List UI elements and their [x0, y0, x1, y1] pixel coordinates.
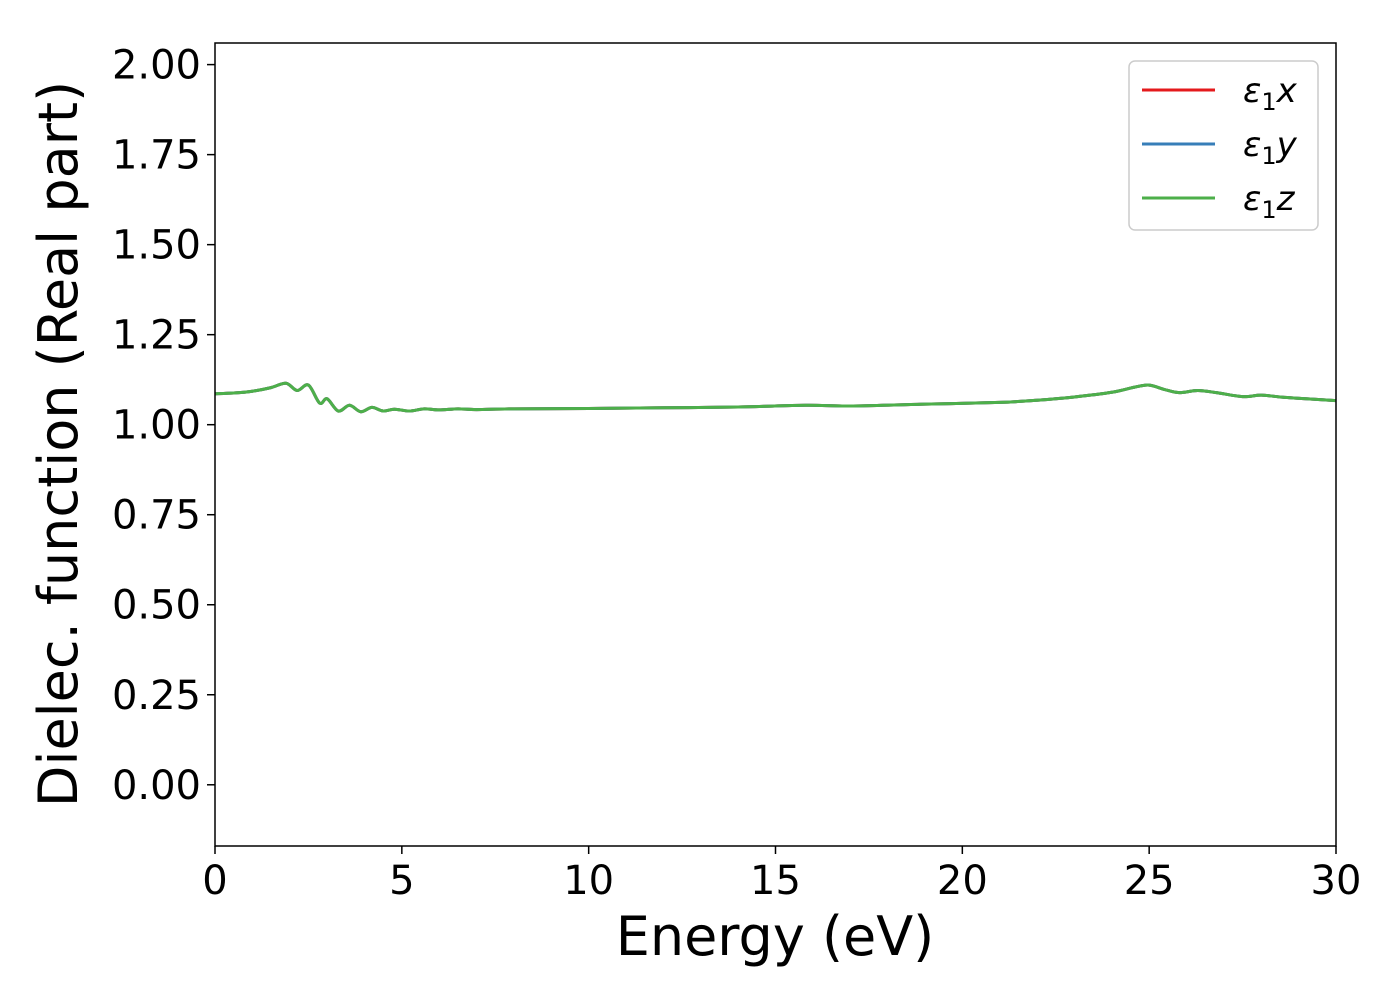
y-tick-label: 1.75 [112, 133, 201, 179]
legend-symbol: ε [1243, 125, 1261, 165]
x-tick-label: 30 [1311, 858, 1362, 904]
x-tick-label: 20 [937, 858, 988, 904]
legend-label-3: ε1z [1243, 179, 1296, 224]
legend-symbol: ε [1243, 179, 1261, 219]
y-tick-label: 1.25 [112, 313, 201, 359]
legend-symbol: ε [1243, 71, 1261, 111]
legend-variable: x [1276, 71, 1298, 111]
y-tick-label: 0.25 [112, 673, 201, 719]
y-tick-label: 1.00 [112, 403, 201, 449]
x-tick-label: 5 [389, 858, 414, 904]
legend-label-2: ε1y [1243, 125, 1298, 170]
series-line-3 [214, 381, 1337, 414]
legend-label-1: ε1x [1243, 71, 1298, 116]
y-tick-label: 0.50 [112, 583, 201, 629]
legend-variable: z [1276, 179, 1296, 219]
x-tick-label: 15 [750, 858, 801, 904]
x-axis-title: Energy (eV) [616, 905, 935, 968]
series-layer [214, 381, 1337, 414]
x-tick-label: 25 [1124, 858, 1175, 904]
legend-subscript: 1 [1261, 88, 1276, 116]
legend-subscript: 1 [1261, 142, 1276, 170]
x-tick-label: 10 [563, 858, 614, 904]
y-tick-label: 1.50 [112, 223, 201, 269]
y-tick-label: 0.00 [112, 763, 201, 809]
legend-box [1128, 60, 1319, 231]
legend-variable: y [1276, 125, 1298, 165]
x-axis-ticks: 0 5 10 15 20 25 30 [202, 846, 1361, 904]
y-tick-label: 2.00 [112, 43, 201, 89]
legend-subscript: 1 [1261, 196, 1276, 224]
y-axis-ticks: 0.00 0.25 0.50 0.75 1.00 1.25 1.50 1.75 2.00 [112, 43, 215, 809]
y-axis-title: Dielec. function (Real part) [27, 81, 90, 807]
x-tick-label: 0 [202, 858, 227, 904]
y-tick-label: 0.75 [112, 493, 201, 539]
